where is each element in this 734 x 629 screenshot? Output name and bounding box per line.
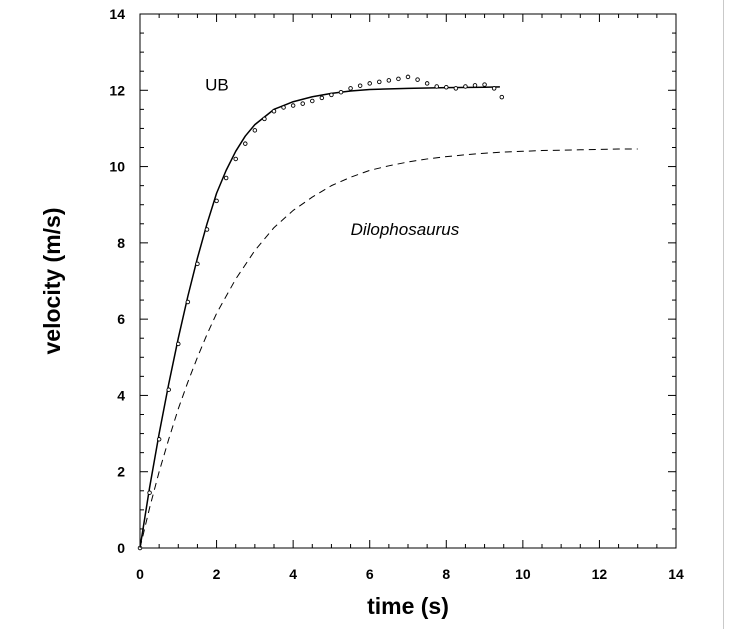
data-point	[463, 84, 468, 89]
data-point	[357, 83, 363, 88]
annotation-label: Dilophosaurus	[351, 220, 460, 239]
data-point	[252, 128, 258, 133]
x-tick-label: 8	[442, 566, 450, 582]
data-point	[482, 82, 487, 87]
y-tick-label: 6	[117, 311, 125, 327]
data-point	[176, 341, 181, 347]
data-point	[310, 98, 315, 104]
x-axis-title: time (s)	[367, 593, 449, 619]
axis-ticks	[139, 13, 677, 549]
data-point	[262, 116, 267, 122]
data-point	[415, 77, 420, 82]
data-point	[424, 81, 430, 86]
data-point	[233, 156, 238, 162]
data-point	[214, 198, 219, 204]
y-tick-label: 14	[109, 6, 125, 22]
data-point	[290, 103, 296, 108]
y-tick-label: 2	[117, 464, 125, 480]
x-tick-label: 2	[213, 566, 221, 582]
annotations: UB Dilophosaurus	[205, 75, 460, 239]
data-point	[195, 261, 200, 267]
data-point	[338, 89, 344, 95]
y-tick-label: 10	[109, 159, 125, 175]
series-layer	[137, 74, 638, 551]
data-point	[147, 490, 152, 495]
x-tick-label: 10	[515, 566, 531, 582]
data-point	[329, 92, 334, 98]
series-dilophosaurus-line	[139, 148, 638, 549]
x-tick-label: 0	[136, 566, 144, 582]
window-edge-divider	[723, 0, 724, 629]
tick-labels: 0 2 4 6 8 10 12 14 0 2 4 6 8 10 12 14	[109, 6, 684, 582]
x-tick-label: 4	[289, 566, 297, 582]
x-tick-label: 6	[366, 566, 374, 582]
data-point	[396, 76, 401, 82]
data-point	[377, 79, 382, 85]
data-point	[453, 86, 459, 91]
data-point	[271, 109, 277, 114]
data-point	[156, 437, 162, 442]
data-point	[281, 105, 286, 110]
data-point	[434, 84, 439, 89]
series-ub-line	[139, 86, 500, 549]
data-point	[386, 78, 392, 83]
data-point	[499, 94, 505, 100]
data-point	[491, 86, 497, 91]
y-tick-label: 0	[117, 540, 125, 556]
data-point	[348, 86, 353, 91]
data-point	[223, 175, 229, 181]
y-axis-title: velocity (m/s)	[39, 208, 65, 355]
data-point	[185, 299, 191, 305]
data-point	[319, 95, 325, 101]
annotation-label: UB	[205, 75, 229, 94]
data-point	[405, 74, 411, 80]
data-point	[166, 387, 171, 392]
data-point	[472, 83, 478, 88]
x-tick-label: 12	[592, 566, 608, 582]
series-ub-measured	[137, 74, 505, 551]
data-point	[300, 101, 305, 106]
y-tick-label: 4	[117, 387, 125, 403]
data-point	[367, 81, 372, 86]
y-tick-label: 12	[109, 82, 125, 98]
y-tick-label: 8	[117, 235, 125, 251]
x-tick-label: 14	[668, 566, 684, 582]
data-point	[243, 141, 248, 146]
data-point	[444, 84, 449, 90]
data-point	[204, 227, 210, 232]
